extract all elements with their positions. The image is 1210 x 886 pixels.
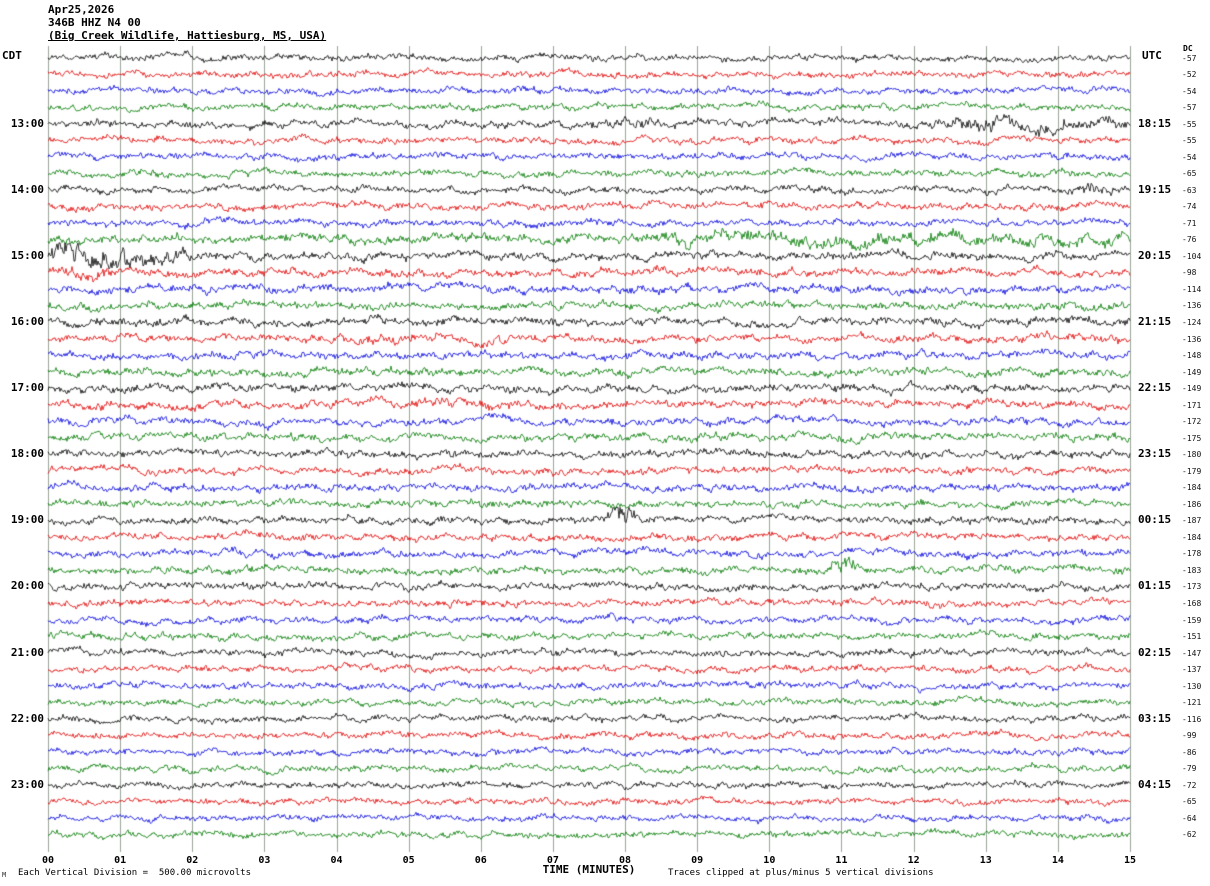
cdt-hour-label: 13:00: [10, 116, 44, 130]
x-axis-tick: 11: [835, 855, 848, 866]
right-timezone-header: UTC: [1142, 49, 1162, 62]
dc-column-header: DC: [1183, 44, 1193, 53]
utc-hour-label: 19:15: [1138, 182, 1172, 196]
dc-offset-value: -137: [1182, 665, 1202, 675]
title-date: Apr25,2026: [48, 3, 115, 16]
vertical-division-scale-note: Each Vertical Division = 500.00 microvol…: [18, 868, 251, 878]
utc-hour-label: 04:15: [1138, 777, 1172, 791]
dc-offset-value: -86: [1182, 747, 1197, 757]
dc-offset-value: -76: [1182, 235, 1197, 245]
dc-offset-value: -116: [1182, 714, 1202, 724]
dc-offset-value: -148: [1182, 351, 1202, 361]
utc-hour-label: 03:15: [1138, 711, 1172, 725]
dc-offset-value: -74: [1182, 202, 1197, 212]
dc-offset-value: -104: [1182, 251, 1202, 261]
x-axis-label: TIME (MINUTES): [542, 863, 636, 876]
cdt-hour-label: 14:00: [10, 182, 44, 196]
x-axis-tick: 10: [763, 855, 776, 866]
x-axis-tick: 13: [979, 855, 992, 866]
cdt-hour-label: 18:00: [10, 447, 44, 461]
x-axis-tick: 09: [691, 855, 704, 866]
x-axis-tick: 02: [186, 855, 199, 866]
cdt-hour-label: 21:00: [10, 645, 44, 659]
left-timezone-header: CDT: [2, 49, 22, 62]
dc-offset-value: -98: [1182, 268, 1197, 278]
dc-offset-value: -114: [1182, 284, 1202, 294]
dc-offset-value: -149: [1182, 384, 1202, 394]
dc-offset-value: -136: [1182, 334, 1202, 344]
utc-hour-label: 02:15: [1138, 645, 1172, 659]
utc-hour-label: 20:15: [1138, 248, 1172, 262]
dc-offset-value: -64: [1182, 813, 1197, 823]
cdt-hour-label: 15:00: [10, 248, 44, 262]
dc-offset-value: -136: [1182, 301, 1202, 311]
dc-offset-value: -149: [1182, 367, 1202, 377]
x-axis-tick: 06: [474, 855, 487, 866]
dc-offset-value: -171: [1182, 400, 1202, 410]
dc-offset-value: -79: [1182, 764, 1197, 774]
dc-offset-value: -72: [1182, 780, 1197, 790]
dc-offset-value: -65: [1182, 797, 1197, 807]
corner-glyph: M: [2, 871, 7, 879]
dc-offset-value: -175: [1182, 433, 1202, 443]
dc-offset-value: -63: [1182, 185, 1197, 195]
title-station-location: (Big Creek Wildlife, Hattiesburg, MS, US…: [48, 29, 327, 42]
utc-hour-label: 22:15: [1138, 381, 1172, 395]
dc-offset-value: -184: [1182, 483, 1202, 493]
dc-offset-value: -159: [1182, 615, 1202, 625]
utc-hour-label: 18:15: [1138, 116, 1172, 130]
utc-hour-label: 23:15: [1138, 447, 1172, 461]
cdt-hour-label: 19:00: [10, 513, 44, 527]
dc-offset-value: -130: [1182, 681, 1202, 691]
x-axis-tick: 00: [41, 855, 55, 866]
dc-offset-value: -52: [1182, 70, 1197, 80]
plot-title-block: Apr25,2026 346B HHZ N4 00 (Big Creek Wil…: [48, 3, 326, 42]
cdt-hour-label: 20:00: [10, 579, 44, 593]
dc-offset-value: -54: [1182, 86, 1197, 96]
cdt-hour-label: 17:00: [10, 381, 44, 395]
utc-hour-label: 21:15: [1138, 314, 1172, 328]
dc-offset-value: -147: [1182, 648, 1202, 658]
x-axis-tick: 15: [1123, 855, 1137, 866]
dc-offset-value: -62: [1182, 830, 1197, 840]
dc-offset-value: -183: [1182, 565, 1202, 575]
dc-offset-value: -173: [1182, 582, 1202, 592]
title-station-code: 346B HHZ N4 00: [48, 16, 141, 29]
x-axis-tick: 05: [402, 855, 415, 866]
dc-offset-value: -172: [1182, 417, 1202, 427]
dc-offset-value: -179: [1182, 466, 1202, 476]
trace-clip-note: Traces clipped at plus/minus 5 vertical …: [668, 868, 934, 878]
cdt-hour-label: 23:00: [10, 777, 44, 791]
cdt-hour-label: 16:00: [10, 314, 44, 328]
x-axis-tick: 08: [619, 855, 632, 866]
dc-offset-value: -99: [1182, 731, 1197, 741]
dc-offset-value: -186: [1182, 499, 1202, 509]
dc-offset-value: -178: [1182, 549, 1202, 559]
cdt-hour-label: 22:00: [10, 711, 44, 725]
dc-offset-value: -54: [1182, 152, 1197, 162]
dc-offset-value: -187: [1182, 516, 1202, 526]
dc-offset-value: -121: [1182, 698, 1202, 708]
dc-offset-value: -151: [1182, 632, 1202, 642]
x-axis-tick: 12: [907, 855, 920, 866]
dc-offset-value: -65: [1182, 169, 1197, 179]
utc-hour-label: 00:15: [1138, 513, 1172, 527]
x-axis-tick: 04: [330, 855, 343, 866]
x-axis-tick: 03: [258, 855, 271, 866]
dc-offset-value: -168: [1182, 598, 1202, 608]
x-axis-tick: 01: [114, 855, 127, 866]
utc-hour-label: 01:15: [1138, 579, 1172, 593]
dc-offset-value: -55: [1182, 136, 1197, 146]
dc-offset-value: -55: [1182, 119, 1197, 129]
x-axis-tick: 07: [546, 855, 559, 866]
x-axis-tick: 14: [1051, 855, 1064, 866]
dc-offset-value: -71: [1182, 218, 1197, 228]
dc-offset-value: -180: [1182, 450, 1202, 460]
dc-offset-value: -184: [1182, 532, 1202, 542]
dc-offset-value: -57: [1182, 53, 1197, 63]
dc-offset-value: -124: [1182, 317, 1202, 327]
dc-offset-value: -57: [1182, 103, 1197, 113]
